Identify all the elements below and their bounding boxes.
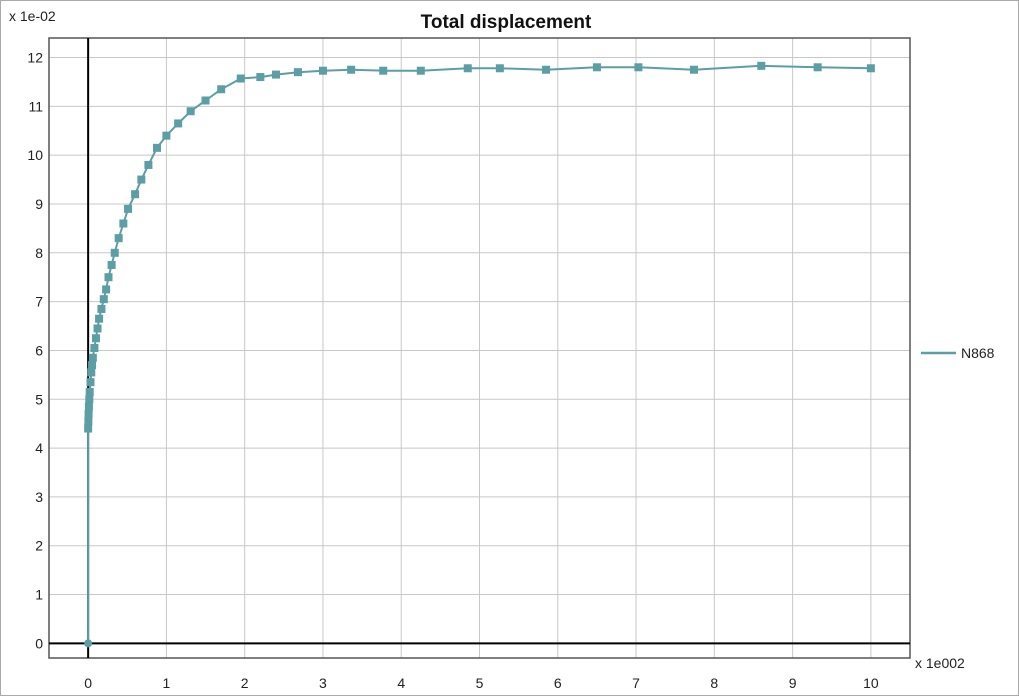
y-tick-label: 1 (35, 587, 43, 603)
x-tick-label: 6 (554, 675, 562, 691)
data-point (201, 96, 210, 105)
data-point (84, 402, 93, 411)
y-tick-label: 3 (35, 489, 43, 505)
plot-frame (48, 37, 911, 659)
data-point (137, 175, 146, 184)
data-point (689, 65, 698, 74)
x-multiplier-label: x 1e002 (915, 655, 965, 671)
data-point (174, 119, 183, 128)
x-tick-label: 8 (710, 675, 718, 691)
data-point (236, 74, 245, 83)
data-point (495, 64, 504, 73)
data-point (86, 378, 95, 387)
data-point (85, 387, 94, 396)
y-tick-label: 5 (35, 391, 43, 407)
data-point (88, 353, 97, 362)
legend-label: N868 (961, 345, 995, 361)
data-point (186, 107, 195, 116)
legend[interactable]: N868 (921, 345, 995, 361)
data-point (95, 314, 104, 323)
x-tick-label: 3 (319, 675, 327, 691)
data-point (162, 131, 171, 140)
data-point (99, 295, 108, 304)
data-point (85, 395, 94, 404)
data-point (90, 344, 99, 352)
data-point (119, 219, 128, 228)
data-point (347, 65, 356, 74)
chart-title: Total displacement (421, 12, 592, 33)
y-tick-label: 12 (27, 50, 43, 66)
data-point (91, 334, 100, 343)
data-point (318, 66, 327, 75)
data-point (110, 248, 119, 257)
data-point (592, 63, 601, 72)
data-point (84, 424, 93, 433)
data-point (634, 63, 643, 72)
x-tick-label: 2 (241, 675, 249, 691)
x-tick-label: 7 (632, 675, 640, 691)
x-tick-label: 9 (789, 675, 797, 691)
data-point (84, 417, 93, 426)
data-point (97, 304, 106, 313)
data-point (93, 324, 102, 333)
data-point (293, 68, 302, 77)
y-tick-label: 4 (35, 440, 43, 456)
data-point (866, 64, 875, 73)
data-point (124, 204, 133, 213)
data-point (87, 368, 96, 377)
y-tick-label: 9 (35, 196, 43, 212)
x-tick-label: 1 (163, 675, 171, 691)
x-tick-label: 5 (476, 675, 484, 691)
data-point (153, 143, 162, 152)
data-point (463, 64, 472, 73)
data-point (757, 61, 766, 70)
data-point (104, 273, 113, 282)
data-point (84, 409, 93, 418)
grid (49, 38, 910, 658)
data-point (217, 85, 226, 94)
y-tick-label: 11 (28, 98, 43, 114)
x-tick-label: 4 (397, 675, 405, 691)
data-point (256, 73, 265, 82)
data-point (114, 234, 123, 243)
series-N868 (84, 61, 875, 648)
data-point (813, 63, 822, 72)
data-point (542, 65, 551, 74)
data-point (271, 70, 280, 79)
data-point (88, 361, 97, 370)
y-multiplier-label: x 1e-02 (9, 8, 56, 24)
data-point (416, 66, 425, 75)
data-point (131, 190, 140, 199)
data-point (102, 285, 111, 294)
y-tick-label: 8 (35, 245, 43, 261)
y-tick-label: 0 (35, 635, 43, 651)
y-tick-label: 7 (35, 294, 43, 310)
data-point (144, 160, 153, 169)
data-point (84, 639, 93, 648)
data-point (107, 261, 116, 270)
y-tick-label: 2 (35, 538, 43, 554)
x-tick-label: 0 (84, 675, 92, 691)
x-tick-label: 10 (863, 675, 879, 691)
data-point (379, 66, 388, 75)
y-tick-label: 6 (35, 342, 43, 358)
y-tick-label: 10 (27, 147, 43, 163)
